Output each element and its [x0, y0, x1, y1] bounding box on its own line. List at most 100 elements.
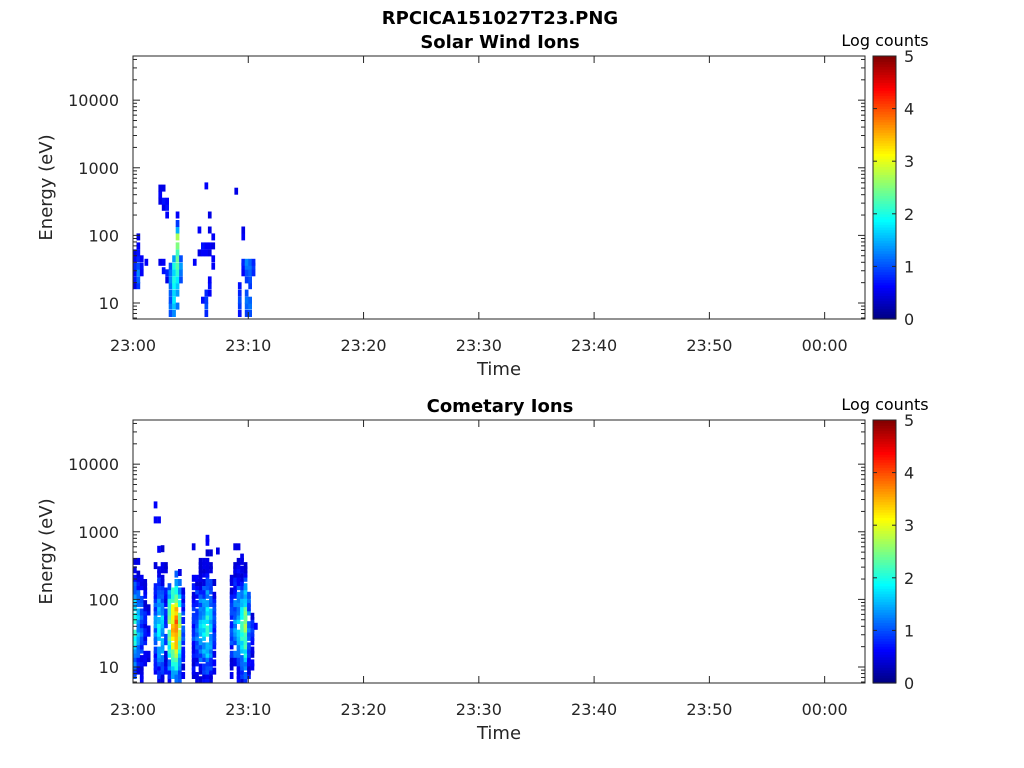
data-cell: [179, 276, 183, 284]
data-cell: [133, 255, 137, 263]
data-cell: [179, 269, 183, 277]
data-cell: [174, 583, 179, 591]
colorbar-tick-label: 1: [904, 257, 914, 276]
data-cell: [160, 604, 165, 612]
data-cell: [178, 663, 182, 671]
data-cell: [160, 625, 165, 633]
data-cell: [212, 608, 217, 616]
colorbar-segment: [873, 66, 896, 70]
data-cell: [229, 625, 234, 633]
data-cell: [167, 583, 172, 591]
colorbar-segment: [873, 590, 896, 595]
colorbar-segment: [873, 77, 896, 81]
data-cell: [143, 659, 148, 667]
data-cell: [233, 655, 237, 663]
data-cell: [143, 612, 148, 620]
colorbar-segment: [873, 648, 896, 653]
data-cell: [167, 600, 172, 608]
data-cell: [136, 629, 141, 637]
data-cell: [243, 676, 248, 684]
data-cell: [198, 663, 203, 671]
data-cell: [240, 553, 244, 561]
data-cell: [167, 604, 172, 612]
data-cell: [191, 638, 196, 646]
data-cell: [174, 659, 179, 667]
data-cell: [168, 282, 173, 290]
data-cell: [205, 600, 210, 608]
colorbar-segment: [873, 538, 896, 542]
data-cell: [157, 676, 161, 684]
colorbar-tick-label: 4: [904, 464, 914, 483]
data-cell: [181, 608, 186, 616]
colorbar-segment: [873, 92, 896, 97]
colorbar-segment: [873, 234, 896, 239]
data-cell: [153, 638, 158, 646]
data-cell: [229, 595, 234, 603]
data-cell: [236, 608, 241, 616]
data-cell: [167, 612, 172, 620]
data-cell: [171, 655, 175, 663]
colorbar-segment: [873, 577, 896, 582]
colorbar-segment: [873, 179, 896, 183]
data-cell: [174, 667, 179, 675]
data-cell: [236, 638, 241, 646]
colorbar-segment: [873, 297, 896, 302]
data-cell: [248, 262, 252, 270]
data-cell: [143, 591, 148, 599]
colorbar-segment: [873, 588, 896, 592]
data-cell: [236, 646, 241, 654]
data-cell: [181, 672, 186, 679]
data-cell: [241, 262, 246, 270]
colorbar-segment: [873, 572, 896, 576]
data-cell: [178, 587, 182, 595]
data-cell: [143, 655, 148, 663]
data-cell: [171, 604, 175, 612]
data-cell: [205, 566, 210, 574]
data-cell: [247, 633, 251, 641]
data-cell: [161, 258, 166, 266]
data-cell: [202, 633, 206, 641]
data-cell: [209, 650, 213, 658]
data-cell: [229, 604, 234, 612]
data-cell: [139, 269, 144, 277]
colorbar-segment: [873, 535, 896, 539]
data-cell: [133, 638, 137, 646]
data-cell: [195, 625, 199, 633]
data-cell: [181, 633, 186, 641]
data-cell: [171, 642, 175, 650]
data-cell: [250, 612, 255, 620]
colorbar-segment: [873, 219, 896, 223]
data-cell: [243, 595, 248, 603]
data-cell: [229, 650, 234, 658]
data-cell: [161, 184, 166, 192]
data-cell: [172, 296, 176, 304]
colorbar-segment: [873, 614, 896, 618]
data-cell: [247, 642, 251, 650]
data-cell: [153, 600, 158, 608]
data-cell: [195, 629, 199, 637]
data-cell: [181, 595, 186, 603]
data-cell: [143, 583, 148, 591]
data-cell: [143, 621, 148, 629]
data-cell: [172, 269, 176, 277]
data-cell: [254, 622, 258, 630]
data-cell: [198, 557, 203, 565]
colorbar-segment: [873, 501, 896, 505]
data-cell: [248, 310, 252, 317]
data-cell: [161, 203, 166, 211]
colorbar-segment: [873, 258, 896, 262]
data-cell: [247, 650, 251, 658]
colorbar-tick-label: 4: [904, 100, 914, 119]
data-cell: [244, 258, 249, 266]
data-cell: [250, 650, 255, 658]
data-cell: [198, 604, 203, 612]
data-cell: [157, 621, 161, 629]
data-cell: [240, 591, 244, 599]
data-cell: [202, 646, 206, 654]
data-cell: [171, 608, 175, 616]
colorbar-segment: [873, 287, 896, 291]
data-cell: [167, 617, 172, 624]
data-cell: [240, 676, 244, 684]
data-cell: [205, 583, 210, 591]
data-cell: [139, 672, 144, 679]
